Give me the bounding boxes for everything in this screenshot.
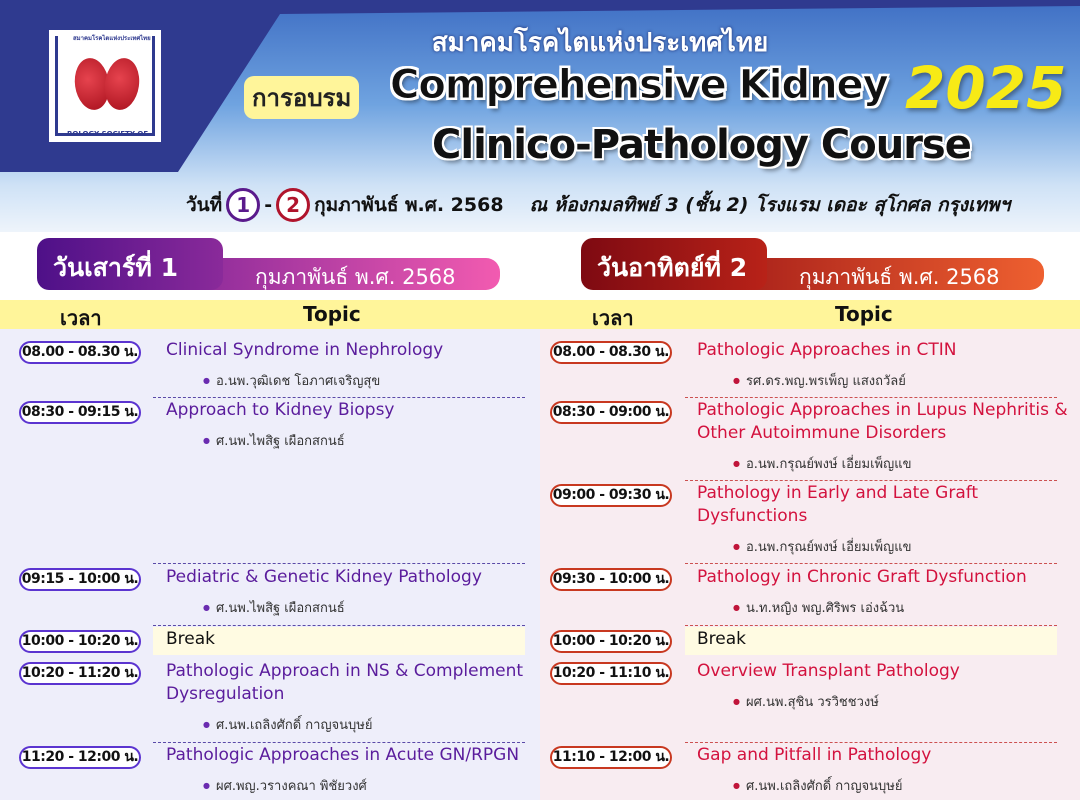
session-speaker: อ.นพ.กรุณย์พงษ์ เอี่ยมเพ็ญแข xyxy=(733,536,911,557)
session-speaker: ศ.นพ.เถลิงศักดิ์ กาญจนบุษย์ xyxy=(733,775,903,796)
session-topic: Pathologic Approaches in Lupus Nephritis… xyxy=(697,400,1068,420)
header-banner: สมาคมโรคไตแห่งประเทศไทย ROLOGY SOCIETY O… xyxy=(0,0,1080,232)
dashed-divider xyxy=(685,625,1057,626)
session-speaker: ศ.นพ.ไพสิฐ เผือกสกนธ์ xyxy=(203,430,345,451)
day1-banner: กุมภาพันธ์ พ.ศ. 2568 วันเสาร์ที่ 1 xyxy=(37,238,500,290)
course-year: 2025 xyxy=(905,54,1067,122)
column-header-row: เวลา Topic เวลา Topic xyxy=(0,300,1080,330)
col-topic-day2: Topic xyxy=(835,302,893,326)
session-time: 08.00 - 08.30 น. xyxy=(550,341,672,364)
break-label: Break xyxy=(697,629,746,649)
session-time: 10:20 - 11:10 น. xyxy=(550,662,672,685)
society-logo: สมาคมโรคไตแห่งประเทศไทย ROLOGY SOCIETY O… xyxy=(47,28,163,144)
date-prefix: วันที่ xyxy=(186,194,223,216)
venue: ณ ห้องกมลทิพย์ 3 (ชั้น 2) โรงแรม เดอะ สุ… xyxy=(529,194,1011,216)
session-topic: Pathologic Approaches in CTIN xyxy=(697,340,957,360)
dashed-divider xyxy=(153,563,525,564)
break-highlight xyxy=(153,627,525,655)
dashed-divider xyxy=(153,742,525,743)
session-speaker: ศ.นพ.เถลิงศักดิ์ กาญจนบุษย์ xyxy=(203,714,373,735)
session-time: 11:10 - 12:00 น. xyxy=(550,746,672,769)
course-tag: การอบรม xyxy=(244,76,360,119)
session-time: 08:30 - 09:00 น. xyxy=(550,401,672,424)
session-speaker: ศ.นพ.ไพสิฐ เผือกสกนธ์ xyxy=(203,597,345,618)
session-time: 08:30 - 09:15 น. xyxy=(19,401,141,424)
dashed-divider xyxy=(685,397,1057,398)
session-topic: Dysfunctions xyxy=(697,506,808,526)
break-label: Break xyxy=(166,629,215,649)
session-topic: Pediatric & Genetic Kidney Pathology xyxy=(166,567,482,587)
logo-ring xyxy=(55,36,155,136)
session-topic: Pathologic Approach in NS & Complement xyxy=(166,661,524,681)
session-time: 08.00 - 08.30 น. xyxy=(19,341,141,364)
day2-banner: กุมภาพันธ์ พ.ศ. 2568 วันอาทิตย์ที่ 2 xyxy=(581,238,1044,290)
session-topic: Dysregulation xyxy=(166,684,285,704)
session-time: 11:20 - 12:00 น. xyxy=(19,746,141,769)
dashed-divider xyxy=(685,742,1057,743)
session-topic: Overview Transplant Pathology xyxy=(697,661,960,681)
dashed-divider xyxy=(153,625,525,626)
col-time-day2: เวลา xyxy=(592,306,634,330)
session-speaker: น.ท.หญิง พญ.ศิริพร เอ่งฉ้วน xyxy=(733,597,904,618)
session-topic: Gap and Pitfall in Pathology xyxy=(697,745,932,765)
day1-date: กุมภาพันธ์ พ.ศ. 2568 xyxy=(187,258,500,290)
day1-schedule: 08.00 - 08.30 น. Clinical Syndrome in Nep… xyxy=(0,329,540,800)
session-speaker: อ.นพ.วุฒิเดช โอภาศเจริญสุข xyxy=(203,370,380,391)
society-name: สมาคมโรคไตแห่งประเทศไทย xyxy=(431,28,769,58)
session-topic: Clinical Syndrome in Nephrology xyxy=(166,340,444,360)
date-venue-line: วันที่ 1 - 2 กุมภาพันธ์ พ.ศ. 2568 ณ ห้อง… xyxy=(186,188,1010,222)
session-speaker: อ.นพ.กรุณย์พงษ์ เอี่ยมเพ็ญแข xyxy=(733,453,911,474)
day1-label: วันเสาร์ที่ 1 xyxy=(37,238,223,290)
session-time: 10:00 - 10:20 น. xyxy=(19,630,141,653)
month-year: กุมภาพันธ์ พ.ศ. 2568 xyxy=(314,194,504,216)
session-topic: Pathologic Approaches in Acute GN/RPGN xyxy=(166,745,520,765)
course-title-line2: Clinico-Pathology Course xyxy=(432,122,972,168)
col-topic-day1: Topic xyxy=(303,302,361,326)
session-speaker: ผศ.นพ.สุชิน วรวิชชวงษ์ xyxy=(733,691,879,712)
session-topic: Pathology in Chronic Graft Dysfunction xyxy=(697,567,1027,587)
dashed-divider xyxy=(685,480,1057,481)
day2-label: วันอาทิตย์ที่ 2 xyxy=(581,238,767,290)
session-time: 10:00 - 10:20 น. xyxy=(550,630,672,653)
dashed-divider xyxy=(685,563,1057,564)
date-dash: - xyxy=(264,194,273,216)
session-time: 09:00 - 09:30 น. xyxy=(550,484,672,507)
logo-text-top: สมาคมโรคไตแห่งประเทศไทย xyxy=(73,35,151,42)
day-start-circle: 1 xyxy=(226,188,261,222)
session-speaker: ผศ.พญ.วรางคณา พิชัยวงศ์ xyxy=(203,775,367,796)
session-time: 10:20 - 11:20 น. xyxy=(19,662,141,685)
dashed-divider xyxy=(153,397,525,398)
session-topic: Other Autoimmune Disorders xyxy=(697,423,947,443)
session-speaker: รศ.ดร.พญ.พรเพ็ญ แสงถวัลย์ xyxy=(733,370,906,391)
session-topic: Pathology in Early and Late Graft xyxy=(697,483,979,503)
day2-date: กุมภาพันธ์ พ.ศ. 2568 xyxy=(731,258,1044,290)
day2-schedule: 08.00 - 08.30 น. Pathologic Approaches in… xyxy=(540,329,1080,800)
session-time: 09:30 - 10:00 น. xyxy=(550,568,672,591)
logo-text-bottom: ROLOGY SOCIETY OF xyxy=(67,130,149,138)
col-time-day1: เวลา xyxy=(60,306,102,330)
day-end-circle: 2 xyxy=(276,188,311,222)
session-topic: Approach to Kidney Biopsy xyxy=(166,400,395,420)
course-title-line1: Comprehensive Kidney xyxy=(390,62,890,109)
session-time: 09:15 - 10:00 น. xyxy=(19,568,141,591)
break-highlight xyxy=(685,627,1057,655)
